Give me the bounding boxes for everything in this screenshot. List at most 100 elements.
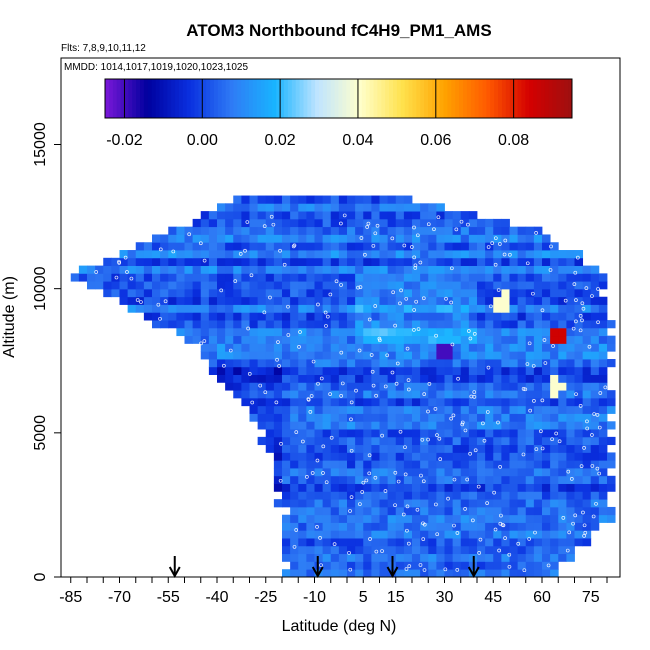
heat-cell: [233, 281, 242, 290]
heat-cell: [566, 359, 575, 368]
heat-cell: [127, 250, 137, 259]
heat-cell: [436, 397, 445, 407]
heat-cell: [371, 195, 380, 204]
heat-cell: [468, 538, 478, 547]
heat-cell: [273, 460, 283, 469]
heat-cell: [387, 421, 397, 430]
sample-point: [123, 255, 128, 260]
heat-cell: [403, 265, 413, 274]
heat-cell: [452, 257, 462, 266]
heat-cell: [290, 296, 299, 305]
heat-cell: [338, 561, 348, 570]
heat-cell: [387, 506, 397, 516]
heat-cell: [395, 561, 405, 570]
heat-cell: [379, 397, 389, 407]
heat-cell: [485, 397, 494, 407]
heat-cell: [330, 265, 340, 274]
heat-cell: [330, 296, 340, 305]
heat-cell: [371, 257, 380, 266]
heat-cell: [493, 553, 502, 562]
heat-cell: [542, 545, 551, 555]
heat-cell: [436, 561, 445, 570]
heat-cell: [322, 514, 332, 523]
heat-cell: [338, 374, 348, 383]
heat-cell: [501, 561, 510, 570]
heat-cell: [558, 343, 567, 352]
heat-cell: [412, 257, 421, 266]
heat-cell: [387, 405, 397, 414]
heat-cell: [598, 366, 608, 375]
heat-cell: [420, 273, 429, 282]
heat-cell: [306, 382, 315, 391]
heat-cell: [379, 436, 389, 446]
sample-point: [349, 448, 354, 453]
heat-cell: [355, 351, 364, 360]
heat-cell: [525, 312, 535, 321]
heat-cell: [322, 452, 332, 461]
heat-cell: [395, 312, 405, 321]
heat-cell: [501, 452, 510, 461]
heat-cell: [273, 436, 283, 446]
heat-cell: [582, 514, 592, 523]
heat-cell: [493, 281, 502, 290]
heat-cell: [598, 452, 608, 461]
heat-cell: [143, 312, 153, 321]
heat-cell: [509, 296, 519, 305]
heat-cell: [290, 514, 299, 523]
heat-cell: [273, 288, 283, 298]
heat-cell: [322, 506, 332, 516]
heat-cell: [306, 421, 315, 430]
heat-cell: [436, 491, 445, 500]
sample-point: [367, 317, 372, 322]
heat-cell: [217, 288, 226, 298]
heat-cell: [452, 522, 462, 531]
heat-cell: [582, 522, 592, 531]
heat-cell: [330, 273, 340, 282]
heat-cell: [290, 405, 299, 414]
heat-cell: [509, 569, 519, 577]
heat-cell: [395, 320, 405, 329]
heat-cell: [550, 530, 559, 539]
heat-cell: [306, 553, 315, 562]
heat-cell: [420, 257, 429, 266]
heat-cell: [509, 366, 519, 375]
heat-cell: [306, 359, 315, 368]
heat-cell: [282, 569, 291, 577]
colorbar-segment: [521, 79, 526, 118]
heat-cell: [168, 312, 177, 321]
colorbar-segment: [439, 79, 445, 118]
heat-cell: [241, 195, 250, 204]
sample-point: [426, 409, 430, 414]
sample-point: [393, 323, 397, 328]
sample-point: [238, 252, 243, 256]
heat-cell: [525, 250, 535, 259]
sample-point: [380, 433, 384, 438]
heat-cell: [330, 218, 340, 228]
heat-cell: [282, 296, 291, 305]
heat-cell: [290, 273, 299, 282]
heat-cell: [257, 226, 267, 235]
colorbar-tick-label: 0.08: [498, 132, 529, 149]
heat-cell: [282, 288, 291, 298]
heat-cell: [314, 250, 324, 259]
heat-cell: [363, 561, 372, 570]
heat-cell: [249, 195, 259, 204]
heat-cell: [420, 211, 429, 220]
heat-cell: [582, 460, 592, 469]
heat-cell: [485, 452, 494, 461]
heat-cell: [314, 499, 324, 508]
sample-point: [349, 495, 354, 499]
heat-cell: [412, 561, 421, 570]
sample-point: [460, 422, 465, 427]
heat-cell: [225, 327, 234, 337]
sample-point: [463, 507, 467, 511]
heat-cell: [412, 242, 421, 251]
sample-point: [597, 425, 602, 430]
heat-cell: [322, 545, 332, 555]
heat-cell: [282, 343, 291, 352]
sample-point: [403, 445, 407, 450]
heat-cell: [208, 265, 218, 274]
colorbar-segment: [291, 79, 297, 118]
heat-cell: [477, 242, 486, 251]
heat-cell: [290, 250, 299, 259]
